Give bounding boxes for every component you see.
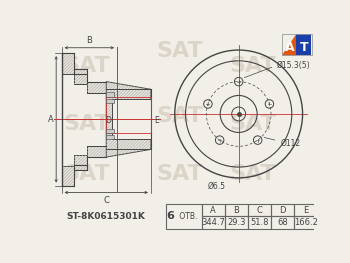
Polygon shape	[106, 82, 151, 157]
Text: 166.2: 166.2	[294, 218, 317, 227]
Polygon shape	[62, 53, 74, 74]
Bar	[106, 129, 114, 133]
Text: E: E	[154, 117, 159, 125]
Text: ОТВ.: ОТВ.	[177, 212, 197, 221]
Polygon shape	[62, 166, 74, 186]
Text: D: D	[105, 117, 111, 125]
Bar	[225, 216, 248, 229]
Bar	[106, 97, 151, 133]
Text: C: C	[257, 206, 262, 215]
Bar	[106, 99, 114, 103]
Bar	[106, 92, 114, 97]
Text: 51.8: 51.8	[250, 218, 269, 227]
Text: 344.7: 344.7	[201, 218, 225, 227]
Text: 6: 6	[166, 211, 174, 221]
Text: B: B	[86, 36, 92, 45]
Text: SAT: SAT	[229, 114, 276, 134]
Polygon shape	[87, 82, 106, 93]
Polygon shape	[74, 69, 87, 84]
Text: B: B	[233, 206, 239, 215]
Bar	[202, 216, 225, 229]
Text: SAT: SAT	[156, 106, 203, 126]
Text: A: A	[210, 206, 216, 215]
Text: SAT: SAT	[156, 164, 203, 184]
Text: SAT: SAT	[156, 41, 203, 61]
Bar	[271, 204, 294, 216]
Bar	[248, 204, 271, 216]
Text: A: A	[48, 115, 54, 124]
Text: C: C	[103, 196, 109, 205]
Text: Ø112: Ø112	[264, 138, 300, 148]
Polygon shape	[87, 145, 106, 157]
Bar	[225, 204, 248, 216]
Bar	[294, 204, 317, 216]
Text: Ø6.5: Ø6.5	[208, 178, 232, 191]
Bar	[296, 34, 311, 55]
Polygon shape	[282, 34, 296, 55]
Bar	[106, 135, 114, 139]
Text: 68: 68	[277, 218, 288, 227]
Bar	[112, 99, 151, 139]
Text: ST-8K0615301K: ST-8K0615301K	[67, 212, 146, 221]
Text: SAT: SAT	[64, 164, 110, 184]
Text: 29.3: 29.3	[227, 218, 246, 227]
Bar	[271, 216, 294, 229]
Bar	[282, 34, 312, 55]
Polygon shape	[74, 155, 87, 170]
Text: SAT: SAT	[229, 164, 276, 184]
Text: SAT: SAT	[229, 56, 276, 76]
Text: SAT: SAT	[64, 56, 110, 76]
Bar	[248, 216, 271, 229]
Text: A: A	[285, 41, 295, 54]
Text: T: T	[300, 41, 309, 54]
Bar	[294, 216, 317, 229]
Bar	[166, 204, 202, 229]
Text: E: E	[303, 206, 308, 215]
Bar	[202, 204, 225, 216]
Text: D: D	[279, 206, 286, 215]
Text: Ø15.3(5): Ø15.3(5)	[244, 61, 311, 78]
Text: SAT: SAT	[64, 114, 110, 134]
